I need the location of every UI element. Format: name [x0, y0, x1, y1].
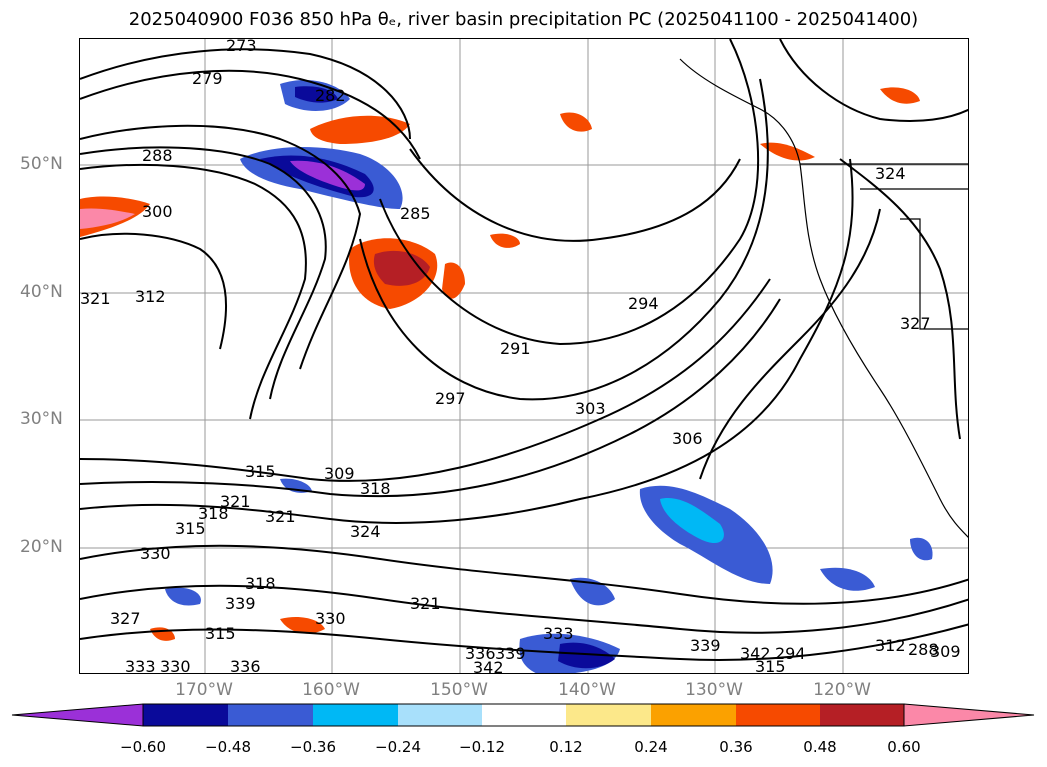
contour-label: 318 [360, 479, 391, 498]
lon-label-140w: 140°W [558, 680, 616, 700]
colorbar-segment [398, 704, 482, 726]
colorbar-tick-label: 0.48 [803, 738, 837, 756]
contour-label: 291 [500, 339, 531, 358]
contour-label: 342 [473, 658, 504, 674]
contour-label: 339 [495, 644, 526, 663]
contour-label: 288 [908, 640, 939, 659]
contour-label: 294 [775, 644, 806, 663]
colorbar-extend-min [11, 703, 144, 727]
contour-label: 282 [315, 86, 346, 105]
map-title: 2025040900 F036 850 hPa θₑ, river basin … [128, 9, 919, 30]
contour-label: 312 [135, 287, 166, 306]
contour-label: 315 [755, 657, 786, 674]
colorbar-outline [142, 703, 905, 727]
lon-label-120w: 120°W [813, 680, 871, 700]
colorbar-tick-label: −0.24 [375, 738, 421, 756]
contour-label: 306 [672, 429, 703, 448]
contour-label: 324 [875, 164, 906, 183]
colorbar [11, 703, 1035, 727]
colorbar-tick-label: 0.36 [719, 738, 753, 756]
colorbar-tick-label: −0.48 [205, 738, 251, 756]
contour-label: 336 [230, 657, 261, 674]
lat-label-50n: 50°N [20, 154, 63, 174]
contour-label: 315 [245, 462, 276, 481]
contour-label-group: 273 279 282 288 300 285 321 312 291 294 … [80, 39, 961, 674]
contour-label: 309 [324, 464, 355, 483]
map-panel: 273 279 282 288 300 285 321 312 291 294 … [79, 38, 969, 674]
contour-label: 312 [875, 636, 906, 655]
contour-label: 294 [628, 294, 659, 313]
contour-label: 321 [410, 594, 441, 613]
contour-label: 300 [142, 202, 173, 221]
contour-label: 315 [175, 519, 206, 538]
colorbar-segment [143, 704, 228, 726]
coastline [679, 58, 968, 538]
contour-label: 330 [140, 544, 171, 563]
contour-label: 330 [315, 609, 346, 628]
colorbar-tick-label: −0.60 [120, 738, 166, 756]
lat-label-40n: 40°N [20, 282, 63, 302]
contour-label: 297 [435, 389, 466, 408]
contour-label: 315 [205, 624, 236, 643]
contour-label: 321 [220, 492, 251, 511]
contour-label: 327 [110, 609, 141, 628]
lat-label-30n: 30°N [20, 409, 63, 429]
colorbar-tick-label: 0.12 [549, 738, 583, 756]
contour-label: 333 [543, 624, 574, 643]
colorbar-segment [566, 704, 651, 726]
contour-label: 333 [125, 657, 156, 674]
colorbar-segment [736, 704, 820, 726]
precip-shading [80, 79, 933, 673]
contour-label: 339 [690, 636, 721, 655]
theta-e-contours [80, 39, 968, 661]
contour-label: 309 [930, 642, 961, 661]
colorbar-segment [482, 704, 566, 726]
lat-label-20n: 20°N [20, 537, 63, 557]
colorbar-segment [228, 704, 313, 726]
contour-label: 336 [465, 644, 496, 663]
lon-label-170w: 170°W [175, 680, 233, 700]
contour-label: 342 [740, 644, 771, 663]
contour-label: 279 [192, 69, 223, 88]
contour-label: 330 [160, 657, 191, 674]
colorbar-extend-max [903, 703, 1035, 727]
contour-label: 324 [350, 522, 381, 541]
colorbar-segment [820, 704, 904, 726]
colorbar-tick-label: 0.24 [634, 738, 668, 756]
colorbar-tick-label: −0.12 [459, 738, 505, 756]
lon-label-160w: 160°W [302, 680, 360, 700]
contour-label: 318 [245, 574, 276, 593]
contour-label: 303 [575, 399, 606, 418]
contour-label: 327 [900, 314, 931, 333]
contour-label: 321 [80, 289, 111, 308]
contour-label: 339 [225, 594, 256, 613]
lon-label-150w: 150°W [430, 680, 488, 700]
colorbar-segment [651, 704, 736, 726]
colorbar-segment [313, 704, 398, 726]
colorbar-tick-label: −0.36 [290, 738, 336, 756]
colorbar-tick-label: 0.60 [887, 738, 921, 756]
contour-label: 321 [265, 507, 296, 526]
contour-label: 285 [400, 204, 431, 223]
map-canvas: 273 279 282 288 300 285 321 312 291 294 … [80, 39, 968, 674]
contour-label: 288 [142, 146, 173, 165]
lon-label-130w: 130°W [685, 680, 743, 700]
contour-label: 273 [226, 39, 257, 55]
contour-label: 318 [198, 504, 229, 523]
